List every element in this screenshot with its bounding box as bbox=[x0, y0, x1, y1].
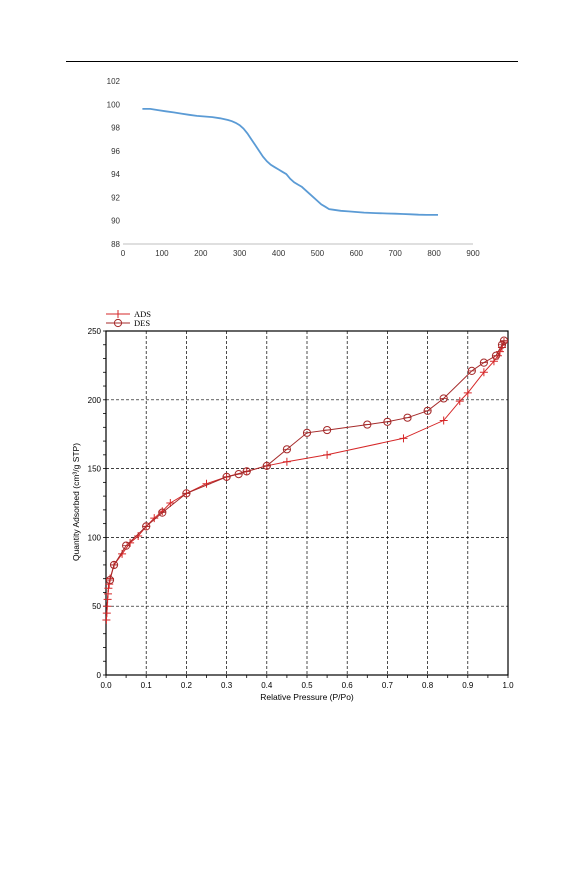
iso-y-tick-label: 50 bbox=[92, 602, 101, 611]
ads-series-line bbox=[105, 341, 505, 621]
ads-point-marker bbox=[102, 615, 111, 624]
ads-point-marker bbox=[150, 514, 159, 523]
iso-x-tick-label: 0.7 bbox=[382, 681, 394, 690]
iso-y-tick-label: 0 bbox=[97, 671, 102, 680]
iso-x-tick-label: 0.5 bbox=[301, 681, 313, 690]
iso-x-tick-label: 0.0 bbox=[100, 681, 112, 690]
isotherm-tick-labels: 0.0 0.1 0.2 0.3 0.4 0.5 0.6 0.7 0.8 0.9 1.0 0 50 100 1… bbox=[88, 327, 514, 690]
tga-x-tick-label: 500 bbox=[311, 249, 325, 258]
iso-y-tick-label: 100 bbox=[88, 533, 102, 542]
y-axis-label: Quantity Adsorbed (cm³/g STP) bbox=[71, 443, 81, 561]
tga-y-tick-label: 96 bbox=[111, 147, 120, 156]
tga-series bbox=[142, 108, 438, 216]
ads-point-marker bbox=[104, 584, 113, 593]
tga-y-tick-label: 90 bbox=[111, 217, 120, 226]
isotherm-series bbox=[102, 336, 509, 624]
tga-y-tick-label: 100 bbox=[107, 100, 121, 109]
tga-y-tick-label: 88 bbox=[111, 240, 120, 249]
iso-y-tick-label: 150 bbox=[88, 465, 102, 474]
ads-point-marker bbox=[463, 388, 472, 397]
tga-x-tick-label: 700 bbox=[389, 249, 403, 258]
tga-x-tick-label: 100 bbox=[155, 249, 169, 258]
iso-x-tick-label: 0.2 bbox=[181, 681, 193, 690]
plot-frame bbox=[105, 330, 509, 676]
iso-y-tick-label: 200 bbox=[88, 396, 102, 405]
tga-tick-labels: 0 100 200 300 400 500 600 700 800 900 88 90 92 94 96 98… bbox=[107, 77, 481, 258]
tga-x-tick-label: 0 bbox=[121, 249, 126, 258]
ads-point-marker bbox=[282, 457, 291, 466]
tga-y-tick-label: 94 bbox=[111, 170, 120, 179]
ads-point-marker bbox=[439, 416, 448, 425]
tga-x-tick-label: 400 bbox=[272, 249, 286, 258]
iso-x-tick-label: 0.8 bbox=[422, 681, 434, 690]
tga-x-tick-label: 200 bbox=[194, 249, 208, 258]
tga-x-tick-label: 800 bbox=[427, 249, 441, 258]
isotherm-frame bbox=[103, 330, 509, 678]
ads-point-marker bbox=[399, 434, 408, 443]
legend-label: DES bbox=[134, 318, 150, 328]
ads-point-marker bbox=[455, 397, 464, 406]
legend-label: ADS bbox=[134, 309, 151, 319]
tga-x-tick-label: 600 bbox=[350, 249, 364, 258]
iso-x-tick-label: 0.3 bbox=[221, 681, 233, 690]
iso-x-tick-label: 0.1 bbox=[141, 681, 153, 690]
tga-y-tick-label: 98 bbox=[111, 124, 120, 133]
header-rule bbox=[66, 61, 518, 62]
ads-point-marker bbox=[114, 310, 122, 318]
iso-x-tick-label: 0.6 bbox=[342, 681, 354, 690]
tga-y-tick-label: 102 bbox=[107, 77, 121, 86]
ads-point-marker bbox=[102, 609, 111, 618]
ads-point-marker bbox=[323, 450, 332, 459]
ads-point-marker bbox=[103, 602, 112, 611]
iso-y-tick-label: 250 bbox=[88, 327, 102, 336]
tga-x-tick-label: 300 bbox=[233, 249, 247, 258]
iso-x-tick-label: 0.9 bbox=[462, 681, 474, 690]
ads-point-marker bbox=[479, 368, 488, 377]
tga-series-line bbox=[142, 108, 438, 216]
ads-point-marker bbox=[105, 580, 114, 589]
tga-x-tick-label: 900 bbox=[466, 249, 480, 258]
tga-y-tick-label: 92 bbox=[111, 193, 120, 202]
iso-x-tick-label: 1.0 bbox=[502, 681, 514, 690]
iso-x-tick-label: 0.4 bbox=[261, 681, 273, 690]
x-axis-label: Relative Pressure (P/Po) bbox=[260, 692, 354, 702]
